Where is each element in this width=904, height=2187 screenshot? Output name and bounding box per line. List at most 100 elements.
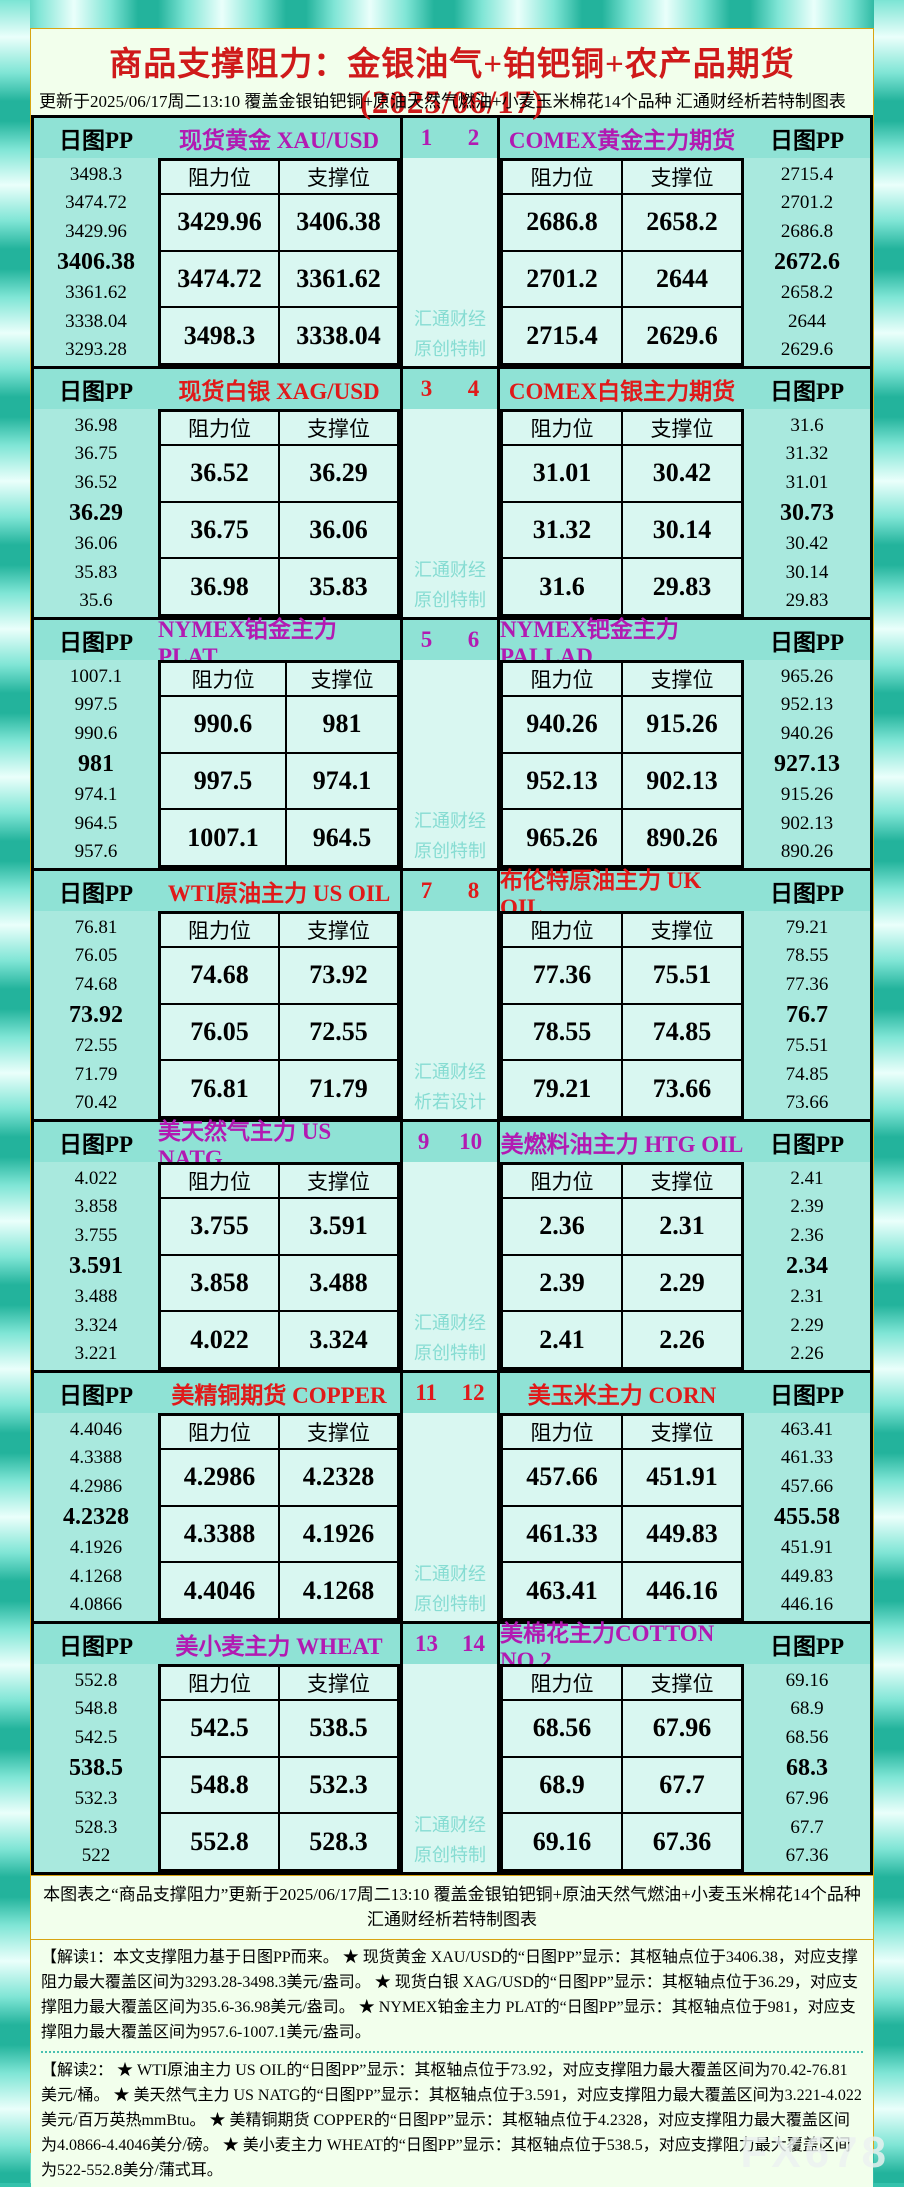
resistance-3: 3498.3 [158, 306, 280, 366]
support-1: 67.96 [621, 1699, 744, 1758]
pp-header-left: 日图PP [34, 369, 158, 409]
support-1: 2658.2 [621, 193, 744, 252]
pp-header-right: 日图PP [744, 620, 870, 660]
resistance-2: 952.13 [500, 751, 623, 811]
resistance-1: 36.52 [158, 444, 280, 503]
pp-value: 2.29 [790, 1314, 824, 1336]
levels-table-right: 阻力位 支撑位 31.01 30.42 31.32 30.14 31.6 29.… [500, 409, 744, 617]
instrument-name-left: 美天然气主力 US NATG [158, 1119, 400, 1171]
pp-header-left: 日图PP [34, 1122, 158, 1162]
pp-column-left: 日图PP 76.81 76.05 74.68 73.92 72.55 71.79… [34, 871, 158, 1119]
pp-value: 67.7 [790, 1816, 824, 1838]
pp-pivot-value: 455.58 [774, 1503, 840, 1530]
instrument-index-band: 3 4 [403, 369, 497, 409]
pp-value: 2.39 [790, 1196, 824, 1218]
pp-value: 3474.72 [65, 192, 127, 214]
pp-value: 3293.28 [65, 339, 127, 361]
support-header: 支撑位 [621, 1413, 744, 1450]
levels-section-right: 布伦特原油主力 UK OIL 阻力位 支撑位 77.36 75.51 78.55… [500, 868, 744, 1119]
analysis-block: 【解读1：本文支撑阻力基于日图PP而来。 ★ 现货黄金 XAU/USD的“日图P… [31, 1940, 873, 2187]
pp-value: 69.16 [785, 1669, 829, 1691]
middle-watermark: 汇通财经 原创特制 [403, 1664, 497, 1872]
pp-values-right: 69.16 68.9 68.56 68.3 67.96 67.7 67.36 [744, 1664, 870, 1872]
resistance-2: 4.3388 [158, 1504, 280, 1564]
pp-header-left: 日图PP [34, 1624, 158, 1664]
pp-value: 31.01 [785, 471, 829, 493]
resistance-header: 阻力位 [500, 1413, 623, 1450]
pp-value: 76.81 [74, 916, 118, 938]
support-3: 29.83 [621, 557, 744, 617]
resistance-3: 1007.1 [158, 808, 288, 868]
pp-pivot-value: 68.3 [786, 1754, 828, 1781]
instrument-name-left: 现货黄金 XAU/USD [158, 118, 400, 158]
support-1: 4.2328 [278, 1448, 400, 1507]
pp-value: 35.83 [74, 561, 118, 583]
support-header: 支撑位 [621, 158, 744, 195]
resistance-2: 76.05 [158, 1002, 280, 1062]
pp-pivot-value: 2672.6 [774, 248, 840, 275]
pp-value: 446.16 [780, 1594, 834, 1616]
levels-section-right: COMEX白银主力期货 阻力位 支撑位 31.01 30.42 31.32 30… [500, 369, 744, 617]
instrument-index-right: 8 [467, 878, 480, 903]
pp-column-right: 日图PP 69.16 68.9 68.56 68.3 67.96 67.7 67… [744, 1624, 870, 1872]
resistance-1: 3429.96 [158, 193, 280, 252]
pp-header-right: 日图PP [744, 118, 870, 158]
support-header: 支撑位 [278, 1413, 400, 1450]
levels-table-left: 阻力位 支撑位 3.755 3.591 3.858 3.488 4.022 3.… [158, 1162, 400, 1370]
resistance-2: 2701.2 [500, 249, 623, 309]
pp-value: 29.83 [785, 590, 829, 612]
support-3: 446.16 [621, 1561, 744, 1621]
pp-value: 77.36 [785, 973, 829, 995]
support-2: 67.7 [621, 1755, 744, 1815]
resistance-3: 76.81 [158, 1059, 280, 1119]
middle-watermark: 汇通财经 原创特制 [403, 158, 497, 366]
pp-value: 902.13 [780, 812, 834, 834]
support-1: 73.92 [278, 946, 400, 1005]
title-block: 商品支撑阻力：金银油气+铂钯铜+农产品期货(2025/06/17) 更新于202… [31, 29, 873, 121]
support-2: 3.488 [278, 1253, 400, 1313]
resistance-2: 997.5 [158, 751, 288, 811]
support-3: 35.83 [278, 557, 400, 617]
support-2: 30.14 [621, 500, 744, 560]
pp-header-right: 日图PP [744, 1122, 870, 1162]
resistance-header: 阻力位 [158, 158, 280, 195]
resistance-2: 36.75 [158, 500, 280, 560]
pp-value: 965.26 [780, 665, 834, 687]
resistance-3: 2.41 [500, 1310, 623, 1370]
pp-value: 30.14 [785, 561, 829, 583]
resistance-1: 31.01 [500, 444, 623, 503]
pp-pivot-value: 538.5 [69, 1754, 123, 1781]
support-3: 2.26 [621, 1310, 744, 1370]
support-header: 支撑位 [278, 158, 400, 195]
resistance-3: 463.41 [500, 1561, 623, 1621]
pp-value: 36.52 [74, 471, 118, 493]
pp-value: 2715.4 [780, 163, 834, 185]
resistance-3: 36.98 [158, 557, 280, 617]
instrument-name-left: WTI原油主力 US OIL [158, 871, 400, 911]
support-2: 3361.62 [278, 249, 400, 309]
decorative-border-right [874, 0, 904, 2183]
levels-section-left: 美精铜期货 COPPER 阻力位 支撑位 4.2986 4.2328 4.338… [158, 1373, 400, 1621]
pp-value: 974.1 [74, 784, 118, 806]
support-1: 981 [285, 695, 400, 754]
pp-value: 915.26 [780, 784, 834, 806]
pp-value: 552.8 [74, 1669, 118, 1691]
resistance-3: 79.21 [500, 1059, 623, 1119]
pp-value: 71.79 [74, 1063, 118, 1085]
pp-value: 67.36 [785, 1845, 829, 1867]
pp-value: 449.83 [780, 1565, 834, 1587]
pp-column-left: 日图PP 552.8 548.8 542.5 538.5 532.3 528.3… [34, 1624, 158, 1872]
levels-table-left: 阻力位 支撑位 542.5 538.5 548.8 532.3 552.8 52… [158, 1664, 400, 1872]
resistance-2: 3.858 [158, 1253, 280, 1313]
resistance-header: 阻力位 [158, 660, 288, 697]
resistance-header: 阻力位 [500, 911, 623, 948]
support-3: 3338.04 [278, 306, 400, 366]
pp-header-left: 日图PP [34, 118, 158, 158]
resistance-header: 阻力位 [500, 660, 623, 697]
resistance-2: 2.39 [500, 1253, 623, 1313]
watermark-line: 原创特制 [414, 1594, 486, 1614]
pp-header-right: 日图PP [744, 1373, 870, 1413]
pp-value: 36.06 [74, 533, 118, 555]
support-2: 72.55 [278, 1002, 400, 1062]
levels-table-right: 阻力位 支撑位 77.36 75.51 78.55 74.85 79.21 73… [500, 911, 744, 1119]
